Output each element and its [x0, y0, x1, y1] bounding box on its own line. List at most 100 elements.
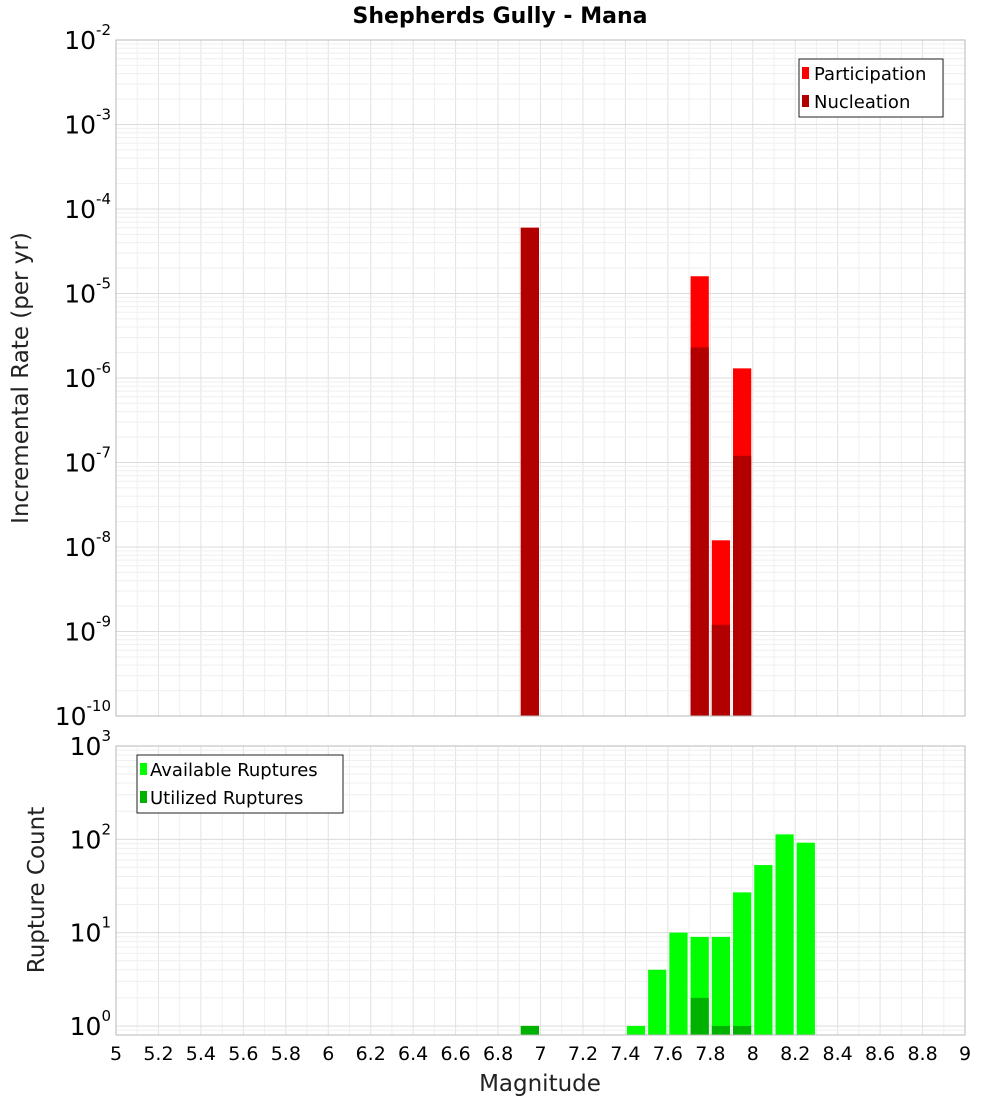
- y-tick-label: 101: [70, 914, 111, 948]
- count-bar-available: [775, 834, 794, 1035]
- count-bar-available: [711, 936, 731, 1035]
- y-tick-base: 10: [70, 1012, 102, 1041]
- legend-label-nucleation: Nucleation: [814, 92, 910, 113]
- y-tick-label: 10-3: [64, 106, 111, 140]
- y-tick-base: 10: [64, 280, 96, 309]
- y-tick-base: 10: [64, 449, 96, 478]
- y-tick-exponent: -3: [96, 106, 111, 124]
- count-panel-frame: [115, 745, 966, 1036]
- y-tick-exponent: -10: [87, 697, 112, 715]
- y-tick-base: 10: [64, 618, 96, 647]
- y-tick-label: 10-10: [55, 697, 111, 731]
- x-tick-label: 6.2: [356, 1043, 386, 1065]
- rate-y-axis-label: Incremental Rate (per yr): [8, 232, 34, 524]
- y-tick-exponent: -9: [96, 613, 111, 631]
- y-tick-exponent: -6: [96, 359, 111, 377]
- y-tick-base: 10: [64, 111, 96, 140]
- x-tick-label: 8.8: [907, 1043, 937, 1065]
- x-tick-label: 8.2: [780, 1043, 810, 1065]
- legend-label-available: Available Ruptures: [150, 760, 318, 781]
- count-bar-utilized: [733, 1025, 752, 1035]
- x-tick-label: 5.6: [228, 1043, 258, 1065]
- rate-bar-nucleation: [711, 624, 731, 716]
- y-tick-exponent: 1: [101, 914, 111, 932]
- rate-legend: Participation Nucleation: [798, 58, 944, 118]
- y-tick-base: 10: [70, 825, 102, 854]
- y-tick-label: 10-9: [64, 613, 111, 647]
- x-tick-label: 7: [534, 1043, 546, 1065]
- x-tick-label: 8.6: [865, 1043, 895, 1065]
- x-tick-label: 5: [110, 1043, 122, 1065]
- x-axis-label: Magnitude: [479, 1071, 601, 1097]
- x-tick-label: 8.4: [823, 1043, 853, 1065]
- count-legend-box: [136, 754, 344, 814]
- y-tick-label: 10-7: [64, 444, 111, 478]
- x-tick-label: 7.2: [568, 1043, 598, 1065]
- y-tick-base: 10: [55, 702, 87, 731]
- x-tick-label: 8: [747, 1043, 759, 1065]
- x-tick-label: 5.8: [271, 1043, 301, 1065]
- y-tick-exponent: -2: [96, 21, 111, 39]
- x-tick-label: 6.8: [483, 1043, 513, 1065]
- y-tick-exponent: -4: [96, 190, 111, 208]
- chart-title: Shepherds Gully - Mana: [353, 4, 648, 29]
- count-bar-available: [754, 865, 773, 1035]
- count-panel-grid: [115, 745, 966, 1036]
- rate-legend-box: [798, 58, 944, 118]
- y-tick-label: 10-2: [64, 21, 111, 55]
- y-tick-label: 102: [70, 820, 111, 854]
- legend-swatch-nucleation: [802, 95, 809, 107]
- y-tick-base: 10: [64, 533, 96, 562]
- y-tick-label: 10-8: [64, 528, 111, 562]
- y-tick-exponent: -8: [96, 528, 111, 546]
- y-tick-label: 10-6: [64, 359, 111, 393]
- legend-label-utilized: Utilized Ruptures: [150, 788, 303, 809]
- y-tick-base: 10: [64, 364, 96, 393]
- y-tick-exponent: 3: [101, 727, 111, 745]
- count-bar-utilized: [690, 997, 709, 1035]
- y-tick-base: 10: [70, 732, 102, 761]
- rate-panel-grid: [115, 39, 966, 717]
- y-tick-base: 10: [64, 195, 96, 224]
- rate-bar-nucleation: [690, 347, 709, 716]
- x-tick-label: 6: [322, 1043, 334, 1065]
- count-bar-available: [669, 932, 688, 1035]
- count-panel-bars: [520, 834, 815, 1035]
- count-bar-available: [733, 892, 752, 1035]
- x-tick-label: 7.8: [695, 1043, 725, 1065]
- legend-swatch-participation: [802, 67, 809, 79]
- x-tick-label: 7.4: [610, 1043, 640, 1065]
- count-bar-utilized: [711, 1025, 731, 1035]
- legend-swatch-available: [140, 763, 147, 775]
- y-tick-base: 10: [64, 26, 96, 55]
- x-axis-ticks: 5 5.2 5.4 5.6 5.8 6 6.2 6.4 6.6 6.8 7 7.2 7.4 7.6 7.8 8…: [110, 1043, 971, 1065]
- x-tick-label: 6.6: [440, 1043, 470, 1065]
- x-tick-label: 6.4: [398, 1043, 428, 1065]
- x-tick-label: 7.6: [653, 1043, 683, 1065]
- y-tick-base: 10: [70, 919, 102, 948]
- rate-bar-nucleation: [520, 227, 539, 716]
- count-bar-utilized: [520, 1025, 539, 1035]
- legend-swatch-utilized: [140, 791, 147, 803]
- rate-panel-y-ticks: 10-210-310-410-510-610-710-810-910-10: [55, 21, 111, 731]
- rate-panel-frame: [115, 39, 966, 717]
- rate-panel-bars: [520, 227, 752, 716]
- y-tick-label: 10-5: [64, 275, 111, 309]
- x-tick-label: 9: [959, 1043, 971, 1065]
- y-tick-label: 103: [70, 727, 111, 761]
- x-tick-label: 5.4: [186, 1043, 216, 1065]
- count-y-axis-label: Rupture Count: [24, 807, 50, 973]
- rate-panel: 10-210-310-410-510-610-710-810-910-10 In…: [8, 21, 966, 731]
- y-tick-exponent: -7: [96, 444, 111, 462]
- count-bar-available: [648, 969, 667, 1035]
- y-tick-exponent: -5: [96, 275, 111, 293]
- rate-bar-nucleation: [733, 455, 752, 716]
- count-bar-available: [796, 842, 815, 1035]
- count-bar-available: [626, 1025, 646, 1035]
- y-tick-exponent: 2: [101, 820, 111, 838]
- count-legend: Available Ruptures Utilized Ruptures: [136, 754, 344, 814]
- x-tick-label: 5.2: [143, 1043, 173, 1065]
